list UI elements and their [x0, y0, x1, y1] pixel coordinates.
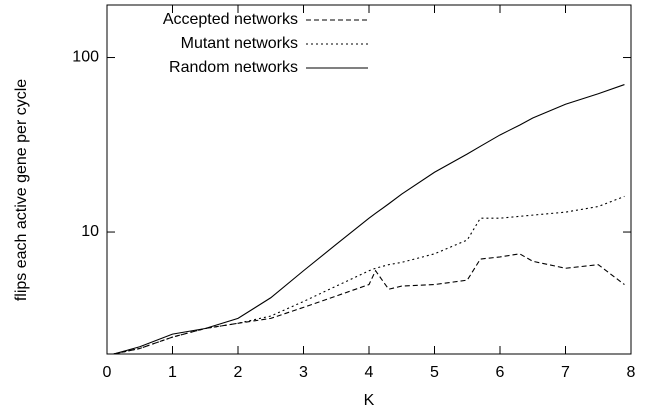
x-tick-label: 0 [103, 364, 112, 381]
x-tick-label: 8 [627, 364, 636, 381]
legend-label: Random networks [169, 59, 298, 76]
x-tick-label: 5 [430, 364, 439, 381]
series-line [113, 195, 625, 355]
x-tick-label: 1 [168, 364, 177, 381]
y-axis-label: flips each active gene per cycle [13, 79, 30, 301]
x-tick-label: 7 [561, 364, 570, 381]
x-tick-label: 4 [365, 364, 374, 381]
y-tick-label: 10 [81, 223, 99, 240]
x-tick-label: 6 [496, 364, 505, 381]
plot-frame [106, 4, 632, 355]
legend-label: Mutant networks [181, 35, 298, 52]
x-tick-label: 2 [234, 364, 243, 381]
legend-label: Accepted networks [163, 11, 298, 28]
x-axis-label: K [364, 392, 375, 409]
x-tick-label: 3 [299, 364, 308, 381]
series-line [113, 84, 625, 355]
series-line [113, 253, 625, 355]
y-tick-label: 100 [72, 49, 99, 66]
